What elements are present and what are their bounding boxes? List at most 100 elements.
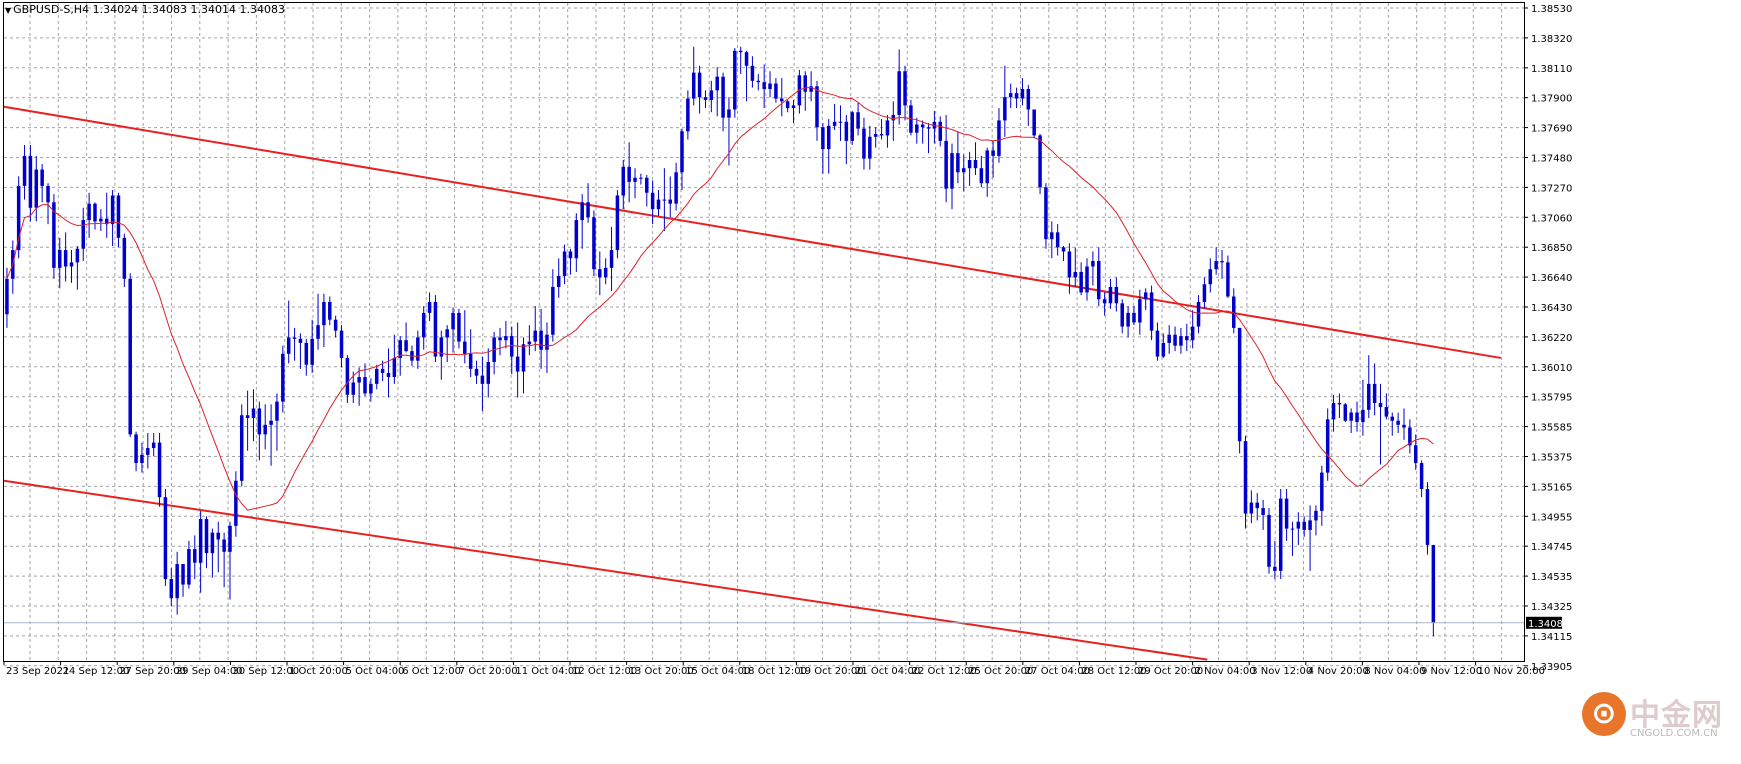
- candle-body: [1167, 334, 1171, 343]
- x-tick-label: 21 Oct 04:00: [855, 666, 920, 677]
- candle-body: [1003, 97, 1007, 121]
- candle-body: [1073, 271, 1078, 278]
- candle-body: [832, 121, 837, 126]
- candle-body: [762, 82, 766, 90]
- y-tick-label: 1.38530: [1531, 4, 1572, 15]
- candle-body: [210, 532, 215, 554]
- candle-body: [1331, 402, 1336, 420]
- candle-body: [451, 312, 455, 330]
- y-tick-label: 1.33905: [1531, 662, 1572, 673]
- x-tick-label: 23 Sep 2021: [6, 666, 69, 677]
- candle-body: [844, 121, 849, 141]
- candle-body: [304, 342, 309, 365]
- candle-body: [1132, 312, 1136, 323]
- candle-body: [151, 442, 156, 449]
- candle-body: [1214, 261, 1218, 270]
- x-tick-label: 13 Oct 20:00: [629, 666, 694, 677]
- candle-body: [404, 340, 408, 352]
- candle-body: [627, 166, 631, 182]
- candle-body: [850, 112, 854, 141]
- candle-body: [545, 334, 549, 350]
- candle-body: [463, 341, 467, 354]
- candle-body: [310, 338, 314, 365]
- candle-body: [193, 549, 197, 563]
- x-tick-label: 12 Oct 12:00: [572, 666, 637, 677]
- candle-body: [686, 98, 690, 132]
- candle-body: [1255, 502, 1259, 509]
- candle-body: [1114, 286, 1119, 304]
- candle-body: [187, 549, 191, 585]
- candle-body: [298, 338, 303, 343]
- candle-body: [551, 286, 555, 335]
- candle-body: [1091, 261, 1095, 267]
- y-tick-label: 1.35795: [1531, 393, 1572, 404]
- candle-body: [468, 353, 473, 369]
- candle-body: [52, 202, 56, 268]
- candle-body: [1402, 424, 1406, 428]
- candle-body: [691, 72, 696, 99]
- x-tick-label: 29 Oct 20:00: [1138, 666, 1203, 677]
- y-tick-label: 1.37690: [1531, 124, 1572, 135]
- candle-body: [116, 195, 121, 238]
- candle-body: [997, 120, 1001, 156]
- candle-body: [351, 382, 356, 395]
- candle-body: [1102, 299, 1107, 304]
- candle-body: [1196, 301, 1201, 327]
- candle-body: [504, 336, 508, 341]
- candle-body: [1325, 419, 1330, 473]
- y-tick-label: 1.37060: [1531, 213, 1572, 224]
- candle-body: [286, 337, 291, 354]
- candle-body: [216, 532, 221, 540]
- candle-body: [891, 114, 896, 121]
- candle-body: [1185, 336, 1189, 341]
- candle-body: [961, 168, 966, 173]
- candle-body: [392, 357, 397, 378]
- candle-body: [357, 377, 361, 383]
- x-tick-label: 11 Oct 04:00: [515, 666, 580, 677]
- candle-body: [709, 90, 714, 100]
- y-tick-label: 1.36010: [1531, 363, 1572, 374]
- candle-body: [1320, 472, 1324, 511]
- candle-body: [838, 121, 843, 123]
- candle-body: [721, 76, 725, 118]
- candle-body: [821, 127, 825, 150]
- candle-body: [738, 50, 743, 53]
- candle-body: [979, 168, 984, 184]
- candle-body: [750, 65, 755, 81]
- candle-body: [433, 301, 438, 357]
- candle-body: [239, 415, 244, 481]
- candle-body: [99, 218, 103, 222]
- candle-body: [1284, 498, 1289, 529]
- candle-body: [427, 301, 432, 313]
- y-tick-label: 1.34745: [1531, 542, 1572, 553]
- candle-body: [34, 169, 39, 208]
- candle-body: [157, 442, 162, 498]
- candle-body: [46, 185, 50, 203]
- candle-body: [474, 368, 479, 376]
- candle-body: [1038, 135, 1042, 188]
- candle-body: [885, 120, 890, 136]
- candle-body: [421, 312, 426, 338]
- candle-body: [339, 330, 344, 358]
- candle-body: [1079, 271, 1083, 293]
- candle-body: [803, 75, 808, 92]
- chevron-down-icon[interactable]: ▼: [5, 6, 12, 15]
- candle-body: [1355, 412, 1359, 423]
- candle-body: [328, 301, 332, 320]
- y-tick-label: 1.35585: [1531, 423, 1572, 434]
- candle-body: [281, 353, 285, 402]
- candle-body: [1208, 269, 1213, 285]
- candle-body: [645, 177, 649, 193]
- candle-body: [1032, 109, 1036, 136]
- candle-body: [498, 337, 502, 341]
- candle-body: [791, 105, 796, 109]
- candle-body: [398, 340, 402, 358]
- candle-body: [1267, 514, 1271, 567]
- watermark-brand: 中金网: [1630, 698, 1723, 733]
- y-tick-label: 1.37480: [1531, 154, 1572, 165]
- y-tick-label: 1.36220: [1531, 333, 1572, 344]
- x-tick-label: 3 Nov 12:00: [1251, 666, 1312, 677]
